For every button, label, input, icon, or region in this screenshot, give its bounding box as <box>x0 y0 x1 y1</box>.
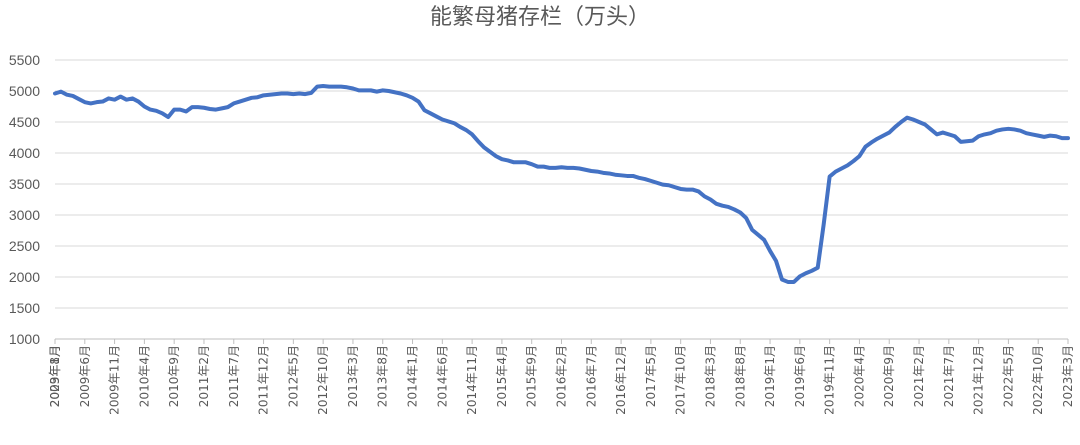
x-tick-label: 2023年3月 <box>1061 345 1075 407</box>
x-tick-label: 2022年5月 <box>1001 345 1015 407</box>
x-tick-label: 2011年7月 <box>227 345 241 407</box>
x-tick-label: 2014年11月 <box>465 345 479 415</box>
x-tick-label: 2016年7月 <box>584 345 598 407</box>
x-tick-label: 2014年1月 <box>406 345 420 407</box>
y-tick-label: 3500 <box>9 176 40 192</box>
y-tick-label: 1500 <box>9 300 40 316</box>
x-tick-label: 2023年8月 <box>48 345 62 407</box>
y-tick-label: 4000 <box>9 145 40 161</box>
x-tick-label: 2021年2月 <box>912 345 926 407</box>
y-tick-label: 1000 <box>9 331 40 347</box>
x-tick-label: 2019年11月 <box>823 345 837 415</box>
x-tick-label: 2017年10月 <box>674 345 688 415</box>
x-tick-label: 2015年4月 <box>495 345 509 407</box>
x-axis-ticks: 2009年1月 2009年6月 2009年11月 2010年4月 2010年9月 2011… <box>48 339 1075 415</box>
x-tick-label: 2020年9月 <box>882 345 896 407</box>
x-tick-label: 2015年9月 <box>525 345 539 407</box>
y-tick-label: 2500 <box>9 238 40 254</box>
grid-lines <box>55 59 1068 309</box>
x-tick-label: 2011年2月 <box>197 345 211 407</box>
x-tick-label: 2019年6月 <box>793 345 807 407</box>
x-tick-label: 2009年11月 <box>108 345 122 415</box>
x-tick-label: 2009年6月 <box>78 345 92 407</box>
x-tick-label: 2020年4月 <box>852 345 866 407</box>
x-tick-label: 2021年7月 <box>942 345 956 407</box>
x-tick-label: 2021年12月 <box>972 345 986 415</box>
chart-title: 能繁母猪存栏（万头） <box>430 5 650 30</box>
x-tick-label: 2012年10月 <box>316 345 330 415</box>
x-tick-label: 2013年8月 <box>376 345 390 407</box>
x-tick-label: 2010年9月 <box>167 345 181 407</box>
x-tick-label: 2014年6月 <box>435 345 449 407</box>
x-tick-label: 2011年12月 <box>257 345 271 415</box>
x-tick-label: 2012年5月 <box>286 345 300 407</box>
x-tick-label: 2022年10月 <box>1031 345 1045 415</box>
x-tick-label: 2013年3月 <box>346 345 360 407</box>
y-tick-label: 5000 <box>9 83 40 99</box>
y-tick-label: 2000 <box>9 269 40 285</box>
x-tick-label: 2019年1月 <box>763 345 777 407</box>
x-tick-label: 2010年4月 <box>137 345 151 407</box>
x-tick-label: 2016年2月 <box>555 345 569 407</box>
y-axis-ticks: 1000 1500 2000 2500 3000 3500 4000 4500 5000 5500 <box>9 52 40 347</box>
y-tick-label: 4500 <box>9 114 40 130</box>
x-tick-label: 2018年3月 <box>703 345 717 407</box>
x-tick-label: 2009年1月 <box>48 345 62 407</box>
series-line-sow-inventory <box>53 84 1070 284</box>
y-tick-label: 5500 <box>9 52 40 68</box>
y-tick-label: 3000 <box>9 207 40 223</box>
x-tick-label: 2018年8月 <box>733 345 747 407</box>
x-tick-label: 2017年5月 <box>644 345 658 407</box>
x-tick-label: 2016年12月 <box>614 345 628 415</box>
